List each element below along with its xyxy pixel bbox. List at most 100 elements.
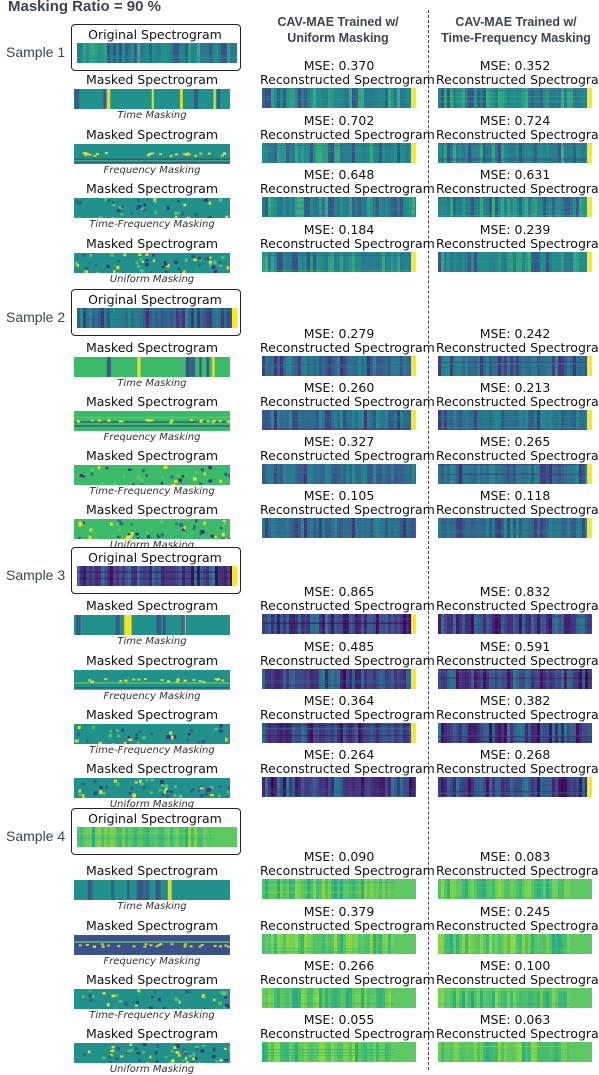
mask-type-caption: Time-Frequency Masking [89,486,215,497]
mse-value-tf: MSE: 0.352 [479,58,551,73]
masked-spectrogram-label: Masked Spectrogram [85,863,219,878]
mse-value-tf: MSE: 0.083 [479,849,551,864]
original-spectrogram [77,827,237,847]
mse-value-tf: MSE: 0.265 [479,434,551,449]
reconstructed-spectrogram-uniform [262,669,416,689]
sample-label: Sample 4 [6,828,66,844]
masked-spectrogram-label: Masked Spectrogram [85,127,219,142]
reconstructed-label-tf: Reconstructed Spectrogram [436,761,599,776]
mse-value-tf: MSE: 0.382 [479,693,551,708]
reconstructed-label-tf: Reconstructed Spectrogram [436,598,599,613]
reconstructed-label-uniform: Reconstructed Spectrogram [260,863,435,878]
original-spectrogram-label: Original Spectrogram [88,292,222,307]
mse-value-uniform: MSE: 0.865 [303,584,375,599]
figure-title: Masking Ratio = 90 % [8,0,161,15]
reconstructed-label-tf: Reconstructed Spectrogram [436,502,599,517]
reconstructed-label-uniform: Reconstructed Spectrogram [260,340,435,355]
masked-spectrogram-label: Masked Spectrogram [85,1026,219,1041]
reconstructed-spectrogram-tf [438,518,592,538]
original-spectrogram-label: Original Spectrogram [88,27,222,42]
masked-spectrogram-label: Masked Spectrogram [85,340,219,355]
masked-spectrogram [74,935,230,955]
masked-spectrogram-label: Masked Spectrogram [85,448,219,463]
mse-value-tf: MSE: 0.063 [479,1012,551,1027]
reconstructed-spectrogram-uniform [262,934,416,954]
masked-spectrogram-label: Masked Spectrogram [85,502,219,517]
mse-value-uniform: MSE: 0.266 [303,958,375,973]
reconstructed-spectrogram-tf [438,252,592,272]
masked-spectrogram [74,519,230,539]
reconstructed-label-uniform: Reconstructed Spectrogram [260,972,435,987]
masked-spectrogram [74,411,230,431]
reconstructed-label-uniform: Reconstructed Spectrogram [260,72,435,87]
masked-spectrogram-label: Masked Spectrogram [85,972,219,987]
reconstructed-label-tf: Reconstructed Spectrogram [436,236,599,251]
mse-value-tf: MSE: 0.245 [479,904,551,919]
reconstructed-label-tf: Reconstructed Spectrogram [436,918,599,933]
column-header-uniform: CAV-MAE Trained w/ Uniform Masking [277,15,399,45]
reconstructed-spectrogram-tf [438,88,592,108]
mask-type-caption: Time Masking [117,636,187,647]
reconstructed-label-uniform: Reconstructed Spectrogram [260,918,435,933]
reconstructed-label-uniform: Reconstructed Spectrogram [260,181,435,196]
masked-spectrogram [74,989,230,1009]
reconstructed-label-tf: Reconstructed Spectrogram [436,72,599,87]
reconstructed-spectrogram-tf [438,614,592,634]
reconstructed-label-tf: Reconstructed Spectrogram [436,394,599,409]
mask-type-caption: Time Masking [117,378,187,389]
masked-spectrogram [74,198,230,218]
reconstructed-spectrogram-tf [438,723,592,743]
mse-value-uniform: MSE: 0.264 [303,747,375,762]
reconstructed-spectrogram-uniform [262,988,416,1008]
reconstructed-spectrogram-tf [438,464,592,484]
reconstructed-spectrogram-tf [438,143,592,163]
masked-spectrogram [74,253,230,273]
reconstructed-spectrogram-uniform [262,723,416,743]
reconstructed-label-tf: Reconstructed Spectrogram [436,707,599,722]
reconstructed-spectrogram-uniform [262,356,416,376]
reconstructed-spectrogram-tf [438,669,592,689]
mask-type-caption: Uniform Masking [109,1064,195,1075]
masked-spectrogram [74,89,230,109]
reconstructed-spectrogram-tf [438,356,592,376]
sample-label: Sample 3 [6,567,66,583]
reconstructed-label-uniform: Reconstructed Spectrogram [260,502,435,517]
mse-value-tf: MSE: 0.213 [479,380,551,395]
reconstructed-spectrogram-tf [438,777,592,797]
mse-value-uniform: MSE: 0.327 [303,434,375,449]
mse-value-uniform: MSE: 0.105 [303,488,375,503]
reconstructed-label-uniform: Reconstructed Spectrogram [260,236,435,251]
masked-spectrogram-label: Masked Spectrogram [85,707,219,722]
reconstructed-label-tf: Reconstructed Spectrogram [436,972,599,987]
mask-type-caption: Frequency Masking [103,691,201,702]
mse-value-uniform: MSE: 0.184 [303,222,375,237]
reconstructed-spectrogram-tf [438,1042,592,1062]
masked-spectrogram [74,880,230,900]
masked-spectrogram-label: Masked Spectrogram [85,918,219,933]
mse-value-tf: MSE: 0.832 [479,584,551,599]
mse-value-tf: MSE: 0.268 [479,747,551,762]
reconstructed-spectrogram-uniform [262,252,416,272]
mse-value-uniform: MSE: 0.485 [303,639,375,654]
reconstructed-spectrogram-uniform [262,464,416,484]
reconstructed-label-tf: Reconstructed Spectrogram [436,340,599,355]
mask-type-caption: Time Masking [117,901,187,912]
mask-type-caption: Uniform Masking [109,540,195,551]
reconstructed-label-uniform: Reconstructed Spectrogram [260,598,435,613]
original-spectrogram [77,566,237,586]
mask-type-caption: Frequency Masking [103,165,201,176]
mse-value-uniform: MSE: 0.364 [303,693,375,708]
masked-spectrogram-label: Masked Spectrogram [85,761,219,776]
reconstructed-spectrogram-tf [438,197,592,217]
reconstructed-label-tf: Reconstructed Spectrogram [436,127,599,142]
mse-value-uniform: MSE: 0.370 [303,58,375,73]
reconstructed-spectrogram-uniform [262,197,416,217]
mse-value-uniform: MSE: 0.279 [303,326,375,341]
reconstructed-spectrogram-uniform [262,410,416,430]
masked-spectrogram [74,724,230,744]
reconstructed-label-uniform: Reconstructed Spectrogram [260,707,435,722]
reconstructed-spectrogram-uniform [262,518,416,538]
mse-value-uniform: MSE: 0.648 [303,167,375,182]
mask-type-caption: Frequency Masking [103,432,201,443]
masked-spectrogram-label: Masked Spectrogram [85,72,219,87]
